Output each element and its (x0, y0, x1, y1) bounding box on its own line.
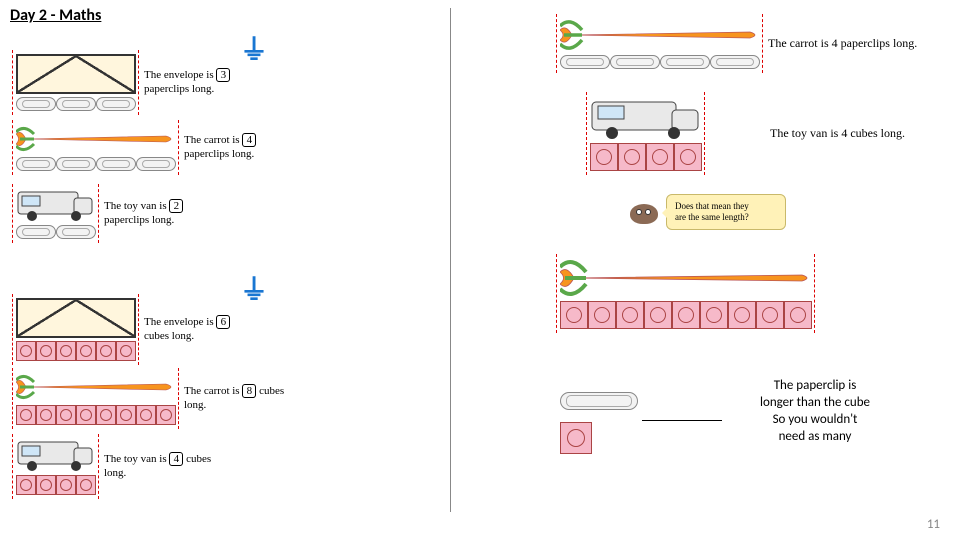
answer-box: 6 (216, 315, 230, 329)
paperclip-strip (16, 225, 96, 239)
row-van-cubes: The toy van is 4 cubes long. (16, 438, 214, 495)
comparison-paperclip (560, 392, 638, 410)
paperclip-strip (16, 97, 136, 111)
caption: The carrot is 8 cubes long. (184, 384, 294, 413)
row-envelope-clips: The envelope is 3 paperclips long. (16, 54, 254, 111)
row-envelope-cubes: The envelope is 6 cubes long. (16, 298, 254, 361)
cube-strip (16, 405, 176, 425)
answer-box: 8 (242, 384, 256, 398)
row-van-clips: The toy van is 2 paperclips long. (16, 188, 214, 239)
explanation-text: The paperclip is longer than the cube So… (730, 378, 900, 446)
caption: The toy van is 2 paperclips long. (104, 199, 214, 228)
comparison-cube (560, 422, 592, 454)
page-title: Day 2 - Maths (10, 6, 101, 25)
row-carrot-cubes-wide (560, 258, 812, 329)
carrot-icon (16, 124, 176, 154)
envelope-icon (16, 298, 136, 338)
caption: The envelope is 3 paperclips long. (144, 68, 254, 97)
cube-strip (16, 475, 96, 495)
page-number: 11 (927, 517, 940, 532)
van-icon (16, 188, 96, 222)
answer-box: 4 (242, 133, 256, 147)
row-carrot-clips: The carrot is 4 paperclips long. (16, 124, 294, 171)
caption: The toy van is 4 cubes long. (104, 452, 214, 481)
caption: The carrot is 4 paperclips long. (768, 36, 917, 51)
speech-bubble: Does that mean they are the same length? (666, 194, 786, 230)
row-carrot-clips-right: The carrot is 4 paperclips long. (560, 18, 917, 69)
row-van-cubes-right: The toy van is 4 cubes long. (590, 96, 905, 171)
cube-strip (560, 301, 812, 329)
carrot-icon (16, 372, 176, 402)
paperclip-strip (560, 55, 760, 69)
column-divider (450, 8, 451, 512)
van-icon (590, 96, 702, 140)
paperclip-icon (560, 392, 638, 410)
envelope-icon (16, 54, 136, 94)
comparison-line (642, 420, 722, 421)
character-icon (630, 204, 658, 224)
answer-box: 4 (169, 452, 183, 466)
caption: The envelope is 6 cubes long. (144, 315, 254, 344)
carrot-icon (560, 258, 812, 298)
paperclip-strip (16, 157, 176, 171)
carrot-icon (560, 18, 760, 52)
caption: The toy van is 4 cubes long. (770, 126, 905, 141)
caption: The carrot is 4 paperclips long. (184, 133, 294, 162)
row-carrot-cubes: The carrot is 8 cubes long. (16, 372, 294, 425)
cube-icon (560, 422, 592, 454)
cube-strip (590, 143, 702, 171)
answer-box: 2 (169, 199, 183, 213)
van-icon (16, 438, 96, 472)
answer-box: 3 (216, 68, 230, 82)
cube-strip (16, 341, 136, 361)
